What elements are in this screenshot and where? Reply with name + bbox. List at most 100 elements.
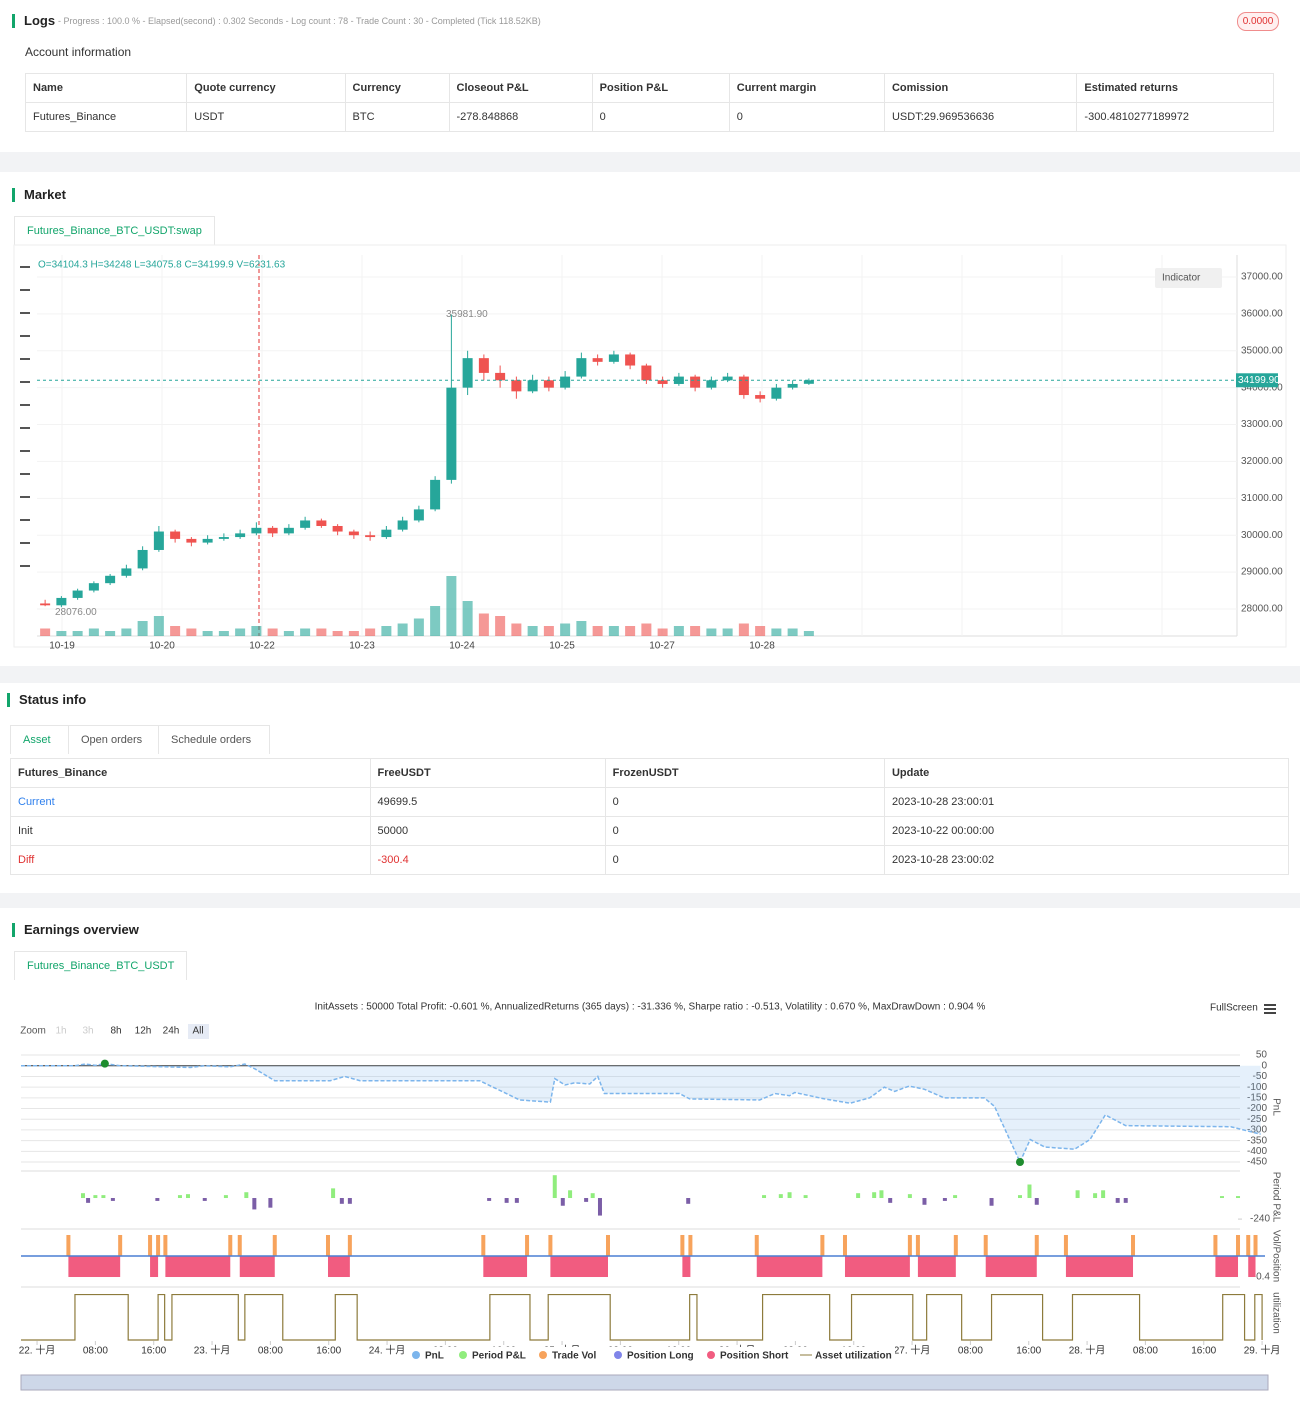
y-tick-label: 30000.00 (1241, 530, 1283, 541)
volume-bar (495, 616, 506, 636)
tool-icon (20, 312, 30, 314)
candle-body (186, 538, 197, 543)
candle-body (381, 529, 392, 538)
volume-bar (657, 628, 668, 636)
x-tick-label: 10-22 (249, 641, 275, 652)
x-tick-label: 10-24 (449, 641, 475, 652)
axis-title: utilization (1270, 1292, 1281, 1334)
short-block (483, 1256, 528, 1278)
trade-vol-bar (1063, 1234, 1068, 1257)
utilization-line (21, 1293, 1263, 1341)
period-bar (872, 1192, 877, 1199)
candle-body (641, 365, 652, 381)
y-tick-label: -0.4 (1253, 1272, 1271, 1283)
volume-bar (283, 631, 294, 636)
period-bar (1027, 1184, 1032, 1199)
x-tick-label: 08:00 (83, 1346, 108, 1357)
legend-dot (707, 1351, 715, 1359)
y-tick-label: 50 (1256, 1050, 1268, 1061)
header-cell: Position P&L (591, 73, 730, 103)
legend-dot (539, 1351, 547, 1359)
candle-body (348, 531, 359, 536)
trade-vol-bar (481, 1234, 486, 1257)
fullscreen[interactable]: FullScreen (1210, 1003, 1258, 1014)
period-bar (252, 1198, 257, 1210)
candle-body (592, 358, 603, 362)
legend-label[interactable]: Period P&L (472, 1351, 526, 1362)
candle-body (560, 376, 571, 388)
trade-vol-bar (548, 1234, 553, 1257)
zoom-button[interactable]: 1h (55, 1026, 66, 1037)
legend-label[interactable]: Position Long (627, 1351, 694, 1362)
short-block (68, 1256, 121, 1278)
trade-vol-bar (1236, 1234, 1241, 1257)
volume-bar (706, 628, 717, 636)
volume-bar (170, 626, 181, 636)
cell: 0 (728, 102, 885, 132)
candle-body (495, 372, 506, 381)
x-tick-label: 10-19 (49, 641, 75, 652)
candle-body (365, 535, 376, 538)
x-tick-label: 28. 十月 (1069, 1344, 1106, 1357)
trade-vol-bar (148, 1234, 153, 1257)
trade-vol-bar (1253, 1234, 1258, 1257)
period-bar (86, 1198, 91, 1203)
candle-body (738, 376, 749, 396)
market-tab[interactable]: Futures_Binance_BTC_USDT:swap (14, 216, 215, 245)
period-bar (568, 1190, 573, 1199)
period-bar (80, 1193, 85, 1199)
volume-bar (543, 626, 554, 636)
trade-vol-bar (688, 1234, 693, 1257)
trade-vol-bar (325, 1234, 330, 1257)
status-tab[interactable]: Asset (10, 725, 70, 754)
legend-label[interactable]: PnL (425, 1351, 444, 1362)
trade-vol-bar (1131, 1234, 1136, 1257)
earnings-section: Earnings overview Futures_Binance_BTC_US… (0, 908, 1300, 1411)
header-cell: FrozenUSDT (604, 758, 885, 788)
short-block (1248, 1256, 1256, 1278)
volume-bar (316, 628, 327, 636)
min-label: 28076.00 (55, 607, 97, 618)
candle-body (202, 538, 213, 543)
trade-vol-bar (953, 1234, 958, 1257)
earnings-tab[interactable]: Futures_Binance_BTC_USDT (14, 951, 188, 980)
x-tick-label: 23. 十月 (194, 1344, 231, 1357)
cell: -300.4810277189972 (1076, 102, 1274, 132)
menu-icon (1264, 1004, 1276, 1006)
cell: -278.848868 (448, 102, 593, 132)
row: Futures_Binance USDT BTC -278.848868 0 0 USDT:… (24, 102, 1274, 132)
trade-vol-bar (118, 1234, 123, 1257)
period-bar (922, 1198, 927, 1205)
account-title: Account information (25, 45, 132, 59)
header-cell: Current margin (728, 73, 885, 103)
legend-label[interactable]: Position Short (720, 1351, 789, 1362)
period-bar (487, 1198, 492, 1201)
volume-bar (251, 626, 262, 636)
volume-bar (56, 631, 67, 636)
x-tick-label: 22. 十月 (19, 1344, 56, 1357)
volume-bar (673, 626, 684, 636)
status-tab[interactable]: Schedule orders (158, 725, 270, 754)
volume-bar (267, 628, 278, 636)
candle-body (771, 387, 782, 399)
zoom-button[interactable]: 12h (135, 1026, 152, 1037)
period-bar (953, 1195, 958, 1199)
candle-body (657, 380, 668, 384)
volume-bar (511, 623, 522, 636)
zoom-button[interactable]: 24h (163, 1026, 180, 1037)
zoom-button[interactable]: All (192, 1026, 203, 1037)
zoom-button[interactable]: 3h (82, 1026, 93, 1037)
indicator-button[interactable] (1155, 268, 1222, 288)
legend-label[interactable]: Trade Vol (552, 1351, 596, 1362)
plot-frame (13, 244, 1287, 648)
volume-bar (576, 621, 587, 636)
period-bar (244, 1192, 249, 1199)
zoom-button[interactable]: 8h (110, 1026, 121, 1037)
status-tab[interactable]: Open orders (68, 725, 160, 754)
candle-body (235, 533, 246, 538)
y-tick-label: 31000.00 (1241, 493, 1283, 504)
legend-label[interactable]: Asset utilization (815, 1351, 892, 1362)
x-tick-label: 10-23 (349, 641, 375, 652)
period-bar (803, 1195, 808, 1199)
short-block (917, 1256, 956, 1278)
